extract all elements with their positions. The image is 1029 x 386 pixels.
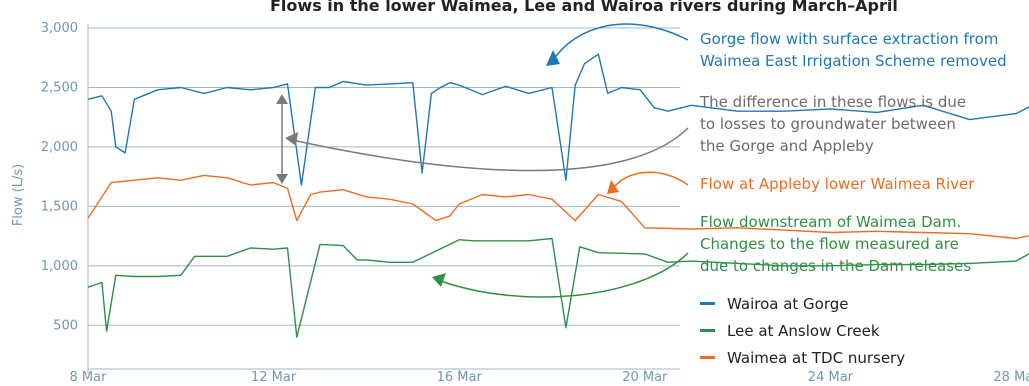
- legend-swatch: [700, 302, 715, 305]
- series-line-1: [87, 237, 1029, 338]
- legend-item-wairoa: Wairoa at Gorge: [700, 290, 905, 317]
- y-tick-label: 2,000: [41, 140, 78, 155]
- annotation-line: due to changes in the Dam releases: [700, 257, 972, 275]
- y-axis-label: Flow (L/s): [11, 164, 26, 226]
- annotation-line: Gorge flow with surface extraction from: [700, 30, 999, 48]
- difference-arrow-top-head: [276, 94, 288, 104]
- difference-annotation: The difference in these flows is due to …: [700, 91, 966, 157]
- legend-label: Lee at Anslow Creek: [727, 321, 880, 340]
- difference-arrow-bottom-head: [276, 174, 288, 184]
- x-tick-label: 16 Mar: [437, 370, 483, 385]
- blue-arrow-head: [546, 50, 560, 66]
- legend-swatch: [700, 356, 715, 359]
- orange-annotation-arrow: [611, 171, 689, 191]
- legend-item-waimea: Waimea at TDC nursery: [700, 344, 905, 371]
- y-tick-label: 1,500: [41, 199, 78, 214]
- annotation-line: Changes to the flow measured are: [700, 235, 959, 253]
- x-tick-label: 24 Mar: [808, 370, 854, 385]
- x-tick-label: 28 Mar: [993, 370, 1029, 385]
- annotation-line: The difference in these flows is due: [700, 93, 967, 111]
- y-tick-label: 1,000: [41, 259, 78, 274]
- annotation-line: the Gorge and Appleby: [700, 137, 874, 155]
- annotation-line: Flow downstream of Waimea Dam.: [700, 213, 962, 231]
- chart-title: Flows in the lower Waimea, Lee and Wairo…: [270, 0, 898, 15]
- annotation-line: to losses to groundwater between: [700, 115, 956, 133]
- legend-item-lee: Lee at Anslow Creek: [700, 317, 905, 344]
- annotation-arrows: [276, 23, 689, 298]
- series-line-2: [87, 174, 1029, 240]
- y-axis-ticks: 500 1,000 1,500 2,000 2,500 3,000: [41, 21, 78, 333]
- y-tick-label: 3,000: [41, 21, 78, 36]
- legend-label: Waimea at TDC nursery: [727, 348, 906, 367]
- grey-annotation-arrow: [291, 127, 689, 172]
- legend-label: Wairoa at Gorge: [727, 294, 849, 313]
- legend-swatch: [700, 329, 715, 332]
- gorge-flow-annotation: Gorge flow with surface extraction from …: [700, 28, 1007, 72]
- x-tick-label: 8 Mar: [70, 370, 108, 385]
- green-arrow-head: [432, 273, 446, 287]
- y-tick-label: 500: [53, 318, 78, 333]
- orange-arrow-head: [607, 180, 619, 194]
- annotation-line: Waimea East Irrigation Scheme removed: [700, 52, 1007, 70]
- chart-grid: [87, 24, 680, 370]
- annotation-line: Flow at Appleby lower Waimea River: [700, 175, 975, 193]
- green-annotation-arrow: [437, 252, 689, 298]
- appleby-flow-annotation: Flow at Appleby lower Waimea River: [700, 173, 974, 195]
- dam-flow-annotation: Flow downstream of Waimea Dam. Changes t…: [700, 211, 971, 277]
- chart-legend: Wairoa at Gorge Lee at Anslow Creek Waim…: [700, 290, 905, 371]
- y-tick-label: 2,500: [41, 80, 78, 95]
- series-line-0: [87, 53, 1029, 186]
- chart-series: [87, 53, 1029, 338]
- grey-arrow-head: [285, 132, 298, 146]
- x-tick-label: 20 Mar: [622, 370, 668, 385]
- blue-annotation-arrow: [551, 23, 689, 63]
- x-tick-label: 12 Mar: [251, 370, 297, 385]
